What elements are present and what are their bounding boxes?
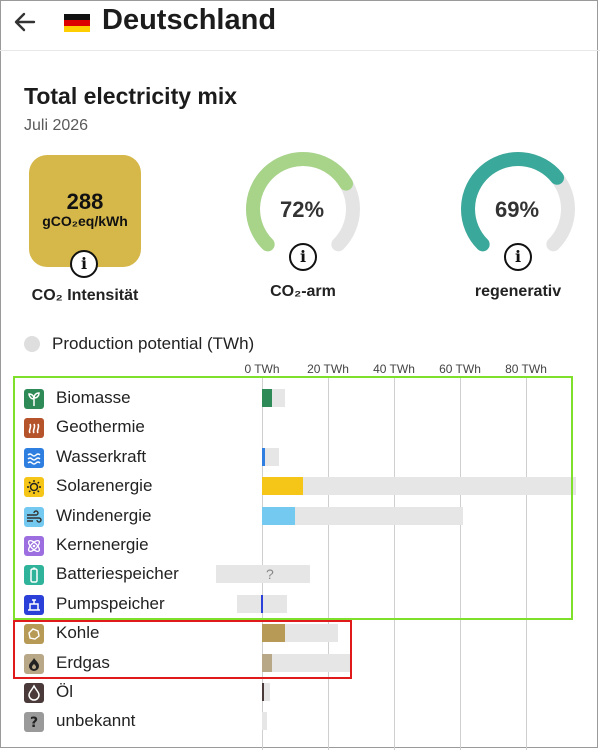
gauge-fill <box>461 152 565 252</box>
potential-bar <box>262 477 576 496</box>
source-label: unbekannt <box>56 711 136 731</box>
back-arrow-icon[interactable] <box>12 9 38 35</box>
fossil-highlight-box <box>13 620 352 679</box>
source-label: Windenergie <box>56 505 152 525</box>
production-bar <box>262 389 272 407</box>
potential-bar <box>262 506 464 525</box>
co2-free-info-icon[interactable]: i <box>289 243 317 271</box>
potential-bar <box>262 712 267 731</box>
sun-icon <box>24 477 44 498</box>
source-row[interactable]: Kohle <box>0 619 600 648</box>
source-label: Biomasse <box>56 388 131 407</box>
co2-info-icon[interactable]: i <box>70 250 98 278</box>
header-divider <box>0 50 600 51</box>
source-label: Öl <box>56 682 73 701</box>
x-tick-label: 20 TWh <box>307 362 349 376</box>
source-label: Geothermie <box>56 417 145 437</box>
renewable-gauge <box>461 152 575 252</box>
renewable-info-icon[interactable]: i <box>504 243 532 271</box>
source-label: Pumpspeicher <box>56 593 165 613</box>
production-bar <box>262 477 304 496</box>
co2-free-gauge <box>246 152 360 252</box>
production-bar <box>262 506 295 525</box>
water-waves-icon <box>24 447 44 468</box>
source-row[interactable]: Pumpspeicher <box>0 590 600 619</box>
coal-icon <box>24 624 44 645</box>
x-tick-label: 0 TWh <box>244 362 280 376</box>
hot-springs-icon <box>24 418 44 439</box>
source-label: Erdgas <box>56 652 110 672</box>
gridline <box>328 378 329 750</box>
source-row[interactable]: Windenergie <box>0 502 600 531</box>
page-title: Deutschland <box>102 4 277 36</box>
co2-intensity-value: 288 <box>66 189 104 214</box>
renewable-percent: 69% <box>494 197 540 222</box>
potential-bar <box>262 653 352 672</box>
x-tick-label: 80 TWh <box>505 362 547 376</box>
potential-bar <box>215 565 310 584</box>
source-label: Wasserkraft <box>56 446 147 466</box>
germany-flag-icon <box>64 14 90 32</box>
co2-intensity-label: CO₂ Intensität <box>31 287 139 304</box>
co2-intensity-box <box>29 155 141 267</box>
gridline <box>526 378 527 750</box>
gridline <box>262 378 263 750</box>
production-bar <box>262 447 266 466</box>
sprout-icon <box>24 389 44 409</box>
gridline <box>394 378 395 750</box>
co2-intensity-unit: gCO₂eq/kWh <box>42 213 128 229</box>
gridline <box>460 378 461 750</box>
pump-storage-icon <box>24 594 44 615</box>
production-bar <box>261 594 263 613</box>
oil-drop-icon <box>24 683 44 703</box>
unknown-marker: ? <box>266 566 274 583</box>
svg-text:?: ? <box>30 715 38 731</box>
renewable-highlight-box <box>13 376 573 620</box>
question-icon: ? <box>24 712 44 733</box>
source-row[interactable]: Solarenergie <box>0 472 600 501</box>
gas-flame-icon <box>24 653 44 674</box>
source-row[interactable]: ? unbekannt <box>0 707 600 736</box>
source-row[interactable]: Batteriespeicher? <box>0 560 600 589</box>
legend-label: Production potential (TWh) <box>52 334 255 353</box>
production-bar <box>262 653 272 672</box>
x-tick-label: 60 TWh <box>439 362 481 376</box>
card-date: Juli 2026 <box>24 117 89 134</box>
card-title: Total electricity mix <box>24 83 238 109</box>
source-label: Batteriespeicher <box>56 564 179 584</box>
source-label: Kernenergie <box>56 535 149 554</box>
source-row[interactable]: Geothermie <box>0 413 600 442</box>
header: Deutschland <box>0 0 600 50</box>
gauge-fill <box>246 152 354 252</box>
source-row[interactable]: Biomasse <box>0 384 600 413</box>
renewable-label: regenerativ <box>474 283 562 300</box>
source-row[interactable]: Öl <box>0 678 600 707</box>
source-row[interactable]: Wasserkraft <box>0 443 600 472</box>
source-row[interactable]: Kernenergie <box>0 531 600 560</box>
potential-bar <box>262 683 271 701</box>
potential-bar <box>262 447 279 466</box>
x-tick-label: 40 TWh <box>373 362 415 376</box>
production-bar <box>262 683 264 701</box>
source-label: Kohle <box>56 623 100 643</box>
source-row[interactable]: Erdgas <box>0 649 600 678</box>
atom-icon <box>24 536 44 556</box>
production-bar <box>262 624 286 643</box>
battery-icon <box>24 565 44 586</box>
wind-icon <box>24 506 44 527</box>
source-label: Solarenergie <box>56 476 153 496</box>
co2-free-percent: 72% <box>279 197 325 222</box>
legend-toggle[interactable] <box>24 336 40 352</box>
co2-free-label: CO₂-arm <box>270 283 336 300</box>
